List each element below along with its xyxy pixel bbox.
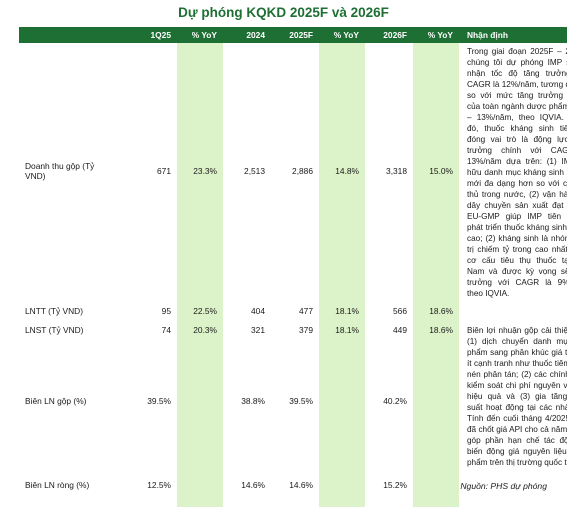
table-row: Doanh thu gộp (Tỷ VND) 671 23.3% 2,513 2… (19, 43, 567, 299)
cell-yoy-3: 18.6% (413, 322, 459, 338)
cell-yoy-1: 20.3% (177, 322, 223, 338)
header-yoy-3: % YoY (413, 27, 459, 43)
table-row: Biên LN gộp (%) 39.5% 38.8% 39.5% 40.2% (19, 338, 567, 463)
forecast-table: 1Q25 % YoY 2024 2025F % YoY 2026F % YoY … (19, 27, 567, 507)
cell-2026f: 449 (393, 325, 407, 335)
row-label: LNTT (Tỷ VND) (25, 305, 84, 316)
header-label (19, 27, 119, 43)
cell-2024: 14.6% (241, 480, 265, 490)
cell-1q25: 12.5% (147, 480, 171, 490)
header-note: Nhận định (459, 27, 567, 43)
cell-yoy-2 (319, 338, 365, 463)
cell-yoy-1 (177, 338, 223, 463)
row-label: Doanh thu gộp (Tỷ VND) (25, 161, 95, 181)
header-1q25: 1Q25 (119, 27, 177, 43)
cell-2025f: 379 (299, 325, 313, 335)
source-note: Nguồn: PHS dự phóng (460, 481, 547, 491)
cell-yoy-2: 18.1% (319, 299, 365, 322)
cell-2024: 404 (251, 305, 265, 316)
cell-yoy-3: 18.6% (413, 299, 459, 322)
cell-2025f: 477 (299, 305, 313, 316)
cell-yoy-2: 14.8% (319, 43, 365, 299)
note-empty (459, 299, 567, 322)
table-row: LNST (Tỷ VND) 74 20.3% 321 379 18.1% 449… (19, 322, 567, 467)
cell-yoy-2: 18.1% (319, 322, 365, 338)
cell-2024: 38.8% (241, 395, 265, 406)
row-label: LNST (Tỷ VND) (25, 325, 84, 335)
cell-yoy-1: 23.3% (177, 43, 223, 299)
table-row: LNTT (Tỷ VND) 95 22.5% 404 477 18.1% 566… (19, 299, 567, 322)
cell-2024: 321 (251, 325, 265, 335)
cell-1q25: 95 (161, 305, 171, 316)
cell-2026f: 15.2% (383, 480, 407, 490)
cell-1q25: 671 (157, 166, 171, 176)
cell-1q25: 74 (161, 325, 171, 335)
header-2025f: 2025F (271, 27, 319, 43)
cell-yoy-1: 22.5% (177, 299, 223, 322)
header-yoy-1: % YoY (177, 27, 223, 43)
cell-2026f: 566 (393, 305, 407, 316)
cell-yoy-1 (177, 463, 223, 507)
cell-2025f: 2,886 (292, 166, 313, 176)
row-label: Biên LN gộp (%) (25, 395, 87, 406)
cell-yoy-3: 15.0% (413, 43, 459, 299)
cell-yoy-2 (319, 463, 365, 507)
row-label: Biên LN ròng (%) (25, 480, 90, 490)
cell-2026f: 3,318 (386, 166, 407, 176)
header-2024: 2024 (223, 27, 271, 43)
cell-1q25: 39.5% (147, 395, 171, 406)
header-2026f: 2026F (365, 27, 413, 43)
table-header-row: 1Q25 % YoY 2024 2025F % YoY 2026F % YoY … (19, 27, 567, 43)
page-title: Dự phóng KQKD 2025F và 2026F (178, 5, 389, 20)
cell-2026f: 40.2% (383, 395, 407, 406)
cell-2025f: 14.6% (289, 480, 313, 490)
cell-2024: 2,513 (244, 166, 265, 176)
note-margin: Biên lợi nhuận gộp cải thiện nhờ (1) dịc… (467, 326, 567, 467)
cell-yoy-3 (413, 463, 459, 507)
header-yoy-2: % YoY (319, 27, 365, 43)
note-revenue: Trong giai đoạn 2025F – 2029F, chúng tôi… (467, 47, 567, 298)
cell-yoy-3 (413, 338, 459, 463)
cell-2025f: 39.5% (289, 395, 313, 406)
